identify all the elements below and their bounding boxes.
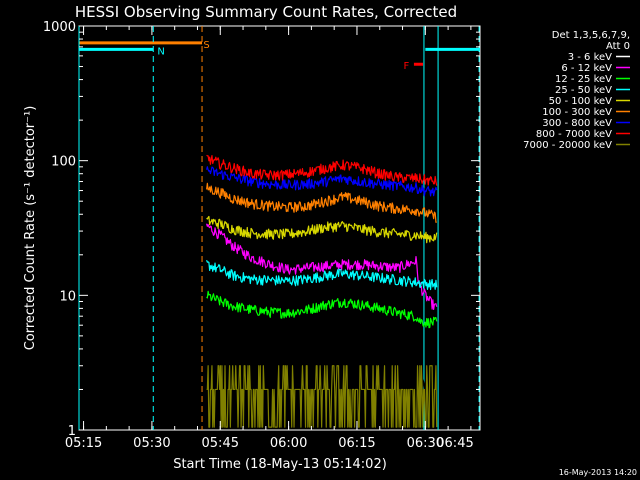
x-tick-label-4: 06:15 <box>338 436 375 451</box>
legend-label-1: 6 - 12 keV <box>561 63 612 74</box>
series-line-2 <box>206 290 438 329</box>
legend-label-4: 50 - 100 keV <box>549 96 613 107</box>
legend-header-0: Det 1,3,5,6,7,9, <box>552 30 630 41</box>
series-line-6 <box>206 166 438 197</box>
x-tick-label-5: 06:30 <box>407 436 444 451</box>
y-axis-label: Corrected Count Rate (s⁻¹ detector⁻¹) <box>23 106 38 351</box>
legend-label-6: 300 - 800 keV <box>542 118 612 129</box>
x-tick-label-1: 05:30 <box>133 436 170 451</box>
series-layer <box>205 154 438 428</box>
series-line-4 <box>206 215 438 244</box>
y-tick-label-1: 10 <box>59 289 76 304</box>
x-tick-label-3: 06:00 <box>270 436 307 451</box>
legend-label-3: 25 - 50 keV <box>555 85 612 96</box>
y-tick-label-0: 1 <box>68 424 76 439</box>
footer-timestamp: 16-May-2013 14:20 <box>559 468 637 477</box>
series-line-1 <box>206 223 438 310</box>
legend-label-8: 7000 - 20000 keV <box>523 140 612 151</box>
y-tick-label-2: 100 <box>51 155 76 170</box>
series-line-7 <box>206 154 438 186</box>
x-tick-label-0: 05:15 <box>65 436 102 451</box>
legend-label-0: 3 - 6 keV <box>568 52 612 63</box>
series-line-8 <box>206 365 438 428</box>
x-tick-label-6: 06:45 <box>436 436 473 451</box>
legend-label-5: 100 - 300 keV <box>542 107 612 118</box>
chart-title: HESSI Observing Summary Count Rates, Cor… <box>75 3 457 21</box>
flag-label-0: S <box>203 40 209 51</box>
legend-label-2: 12 - 25 keV <box>555 74 612 85</box>
series-line-0 <box>205 192 438 394</box>
flag-label-1: N <box>157 46 164 57</box>
series-line-5 <box>205 182 438 223</box>
legend-header-1: Att 0 <box>606 41 630 52</box>
y-tick-label-3: 1000 <box>43 20 76 35</box>
x-axis-label: Start Time (18-May-13 05:14:02) <box>173 457 387 472</box>
series-line-3 <box>206 259 438 291</box>
legend-label-7: 800 - 7000 keV <box>536 129 612 140</box>
x-tick-label-2: 05:45 <box>202 436 239 451</box>
flags-layer: S N F <box>78 26 480 430</box>
flag-label-2: F <box>403 61 409 72</box>
